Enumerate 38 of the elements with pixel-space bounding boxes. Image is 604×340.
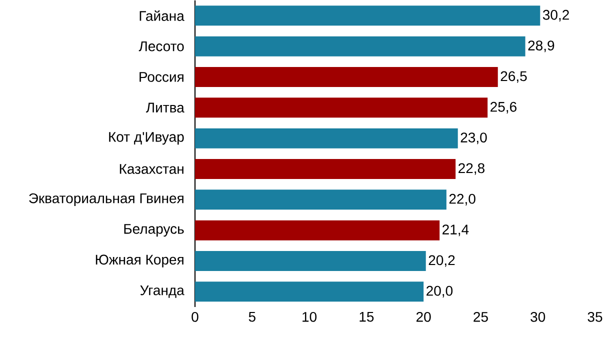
y-tick-label: Экваториальная Гвинея (29, 193, 184, 206)
x-tick-label: 30 (530, 312, 546, 322)
bar (195, 190, 446, 210)
bar (195, 282, 424, 302)
data-label: 30,2 (542, 10, 569, 22)
y-tick-label: Уганда (140, 285, 184, 298)
data-label: 22,8 (458, 163, 484, 175)
y-tick-label: Южная Корея (96, 254, 184, 268)
x-tick-label: 0 (192, 312, 198, 322)
x-tick-label: 20 (416, 312, 431, 322)
y-tick-label: Беларусь (124, 224, 184, 237)
data-label: 25,6 (490, 102, 516, 114)
bar (195, 128, 458, 148)
bar (195, 159, 456, 180)
x-tick-label: 35 (588, 312, 602, 322)
bar (195, 98, 488, 118)
x-tick-label: 25 (474, 312, 488, 322)
x-tick-label: 5 (248, 312, 256, 322)
data-label: 20,0 (426, 286, 453, 298)
data-label: 22,0 (449, 194, 476, 206)
x-tick-label: 10 (302, 312, 317, 322)
data-label: 26,5 (500, 71, 527, 83)
bar (195, 36, 526, 56)
y-tick-label: Гайана (140, 10, 184, 21)
bar (195, 67, 498, 88)
x-tick-label: 15 (360, 312, 374, 322)
data-label: 28,9 (528, 40, 554, 52)
data-label: 23,0 (460, 132, 487, 144)
data-label: 20,2 (428, 255, 455, 267)
y-tick-label: Литва (146, 102, 184, 113)
bar (195, 220, 440, 240)
data-label: 21,4 (442, 224, 469, 236)
y-tick-label: Россия (140, 72, 184, 82)
bar (195, 6, 540, 26)
y-tick-label: Кот д'Ивуар (109, 132, 184, 145)
y-tick-label: Лесото (138, 41, 184, 52)
y-tick-label: Казахстан (120, 164, 184, 174)
bar (195, 251, 426, 272)
